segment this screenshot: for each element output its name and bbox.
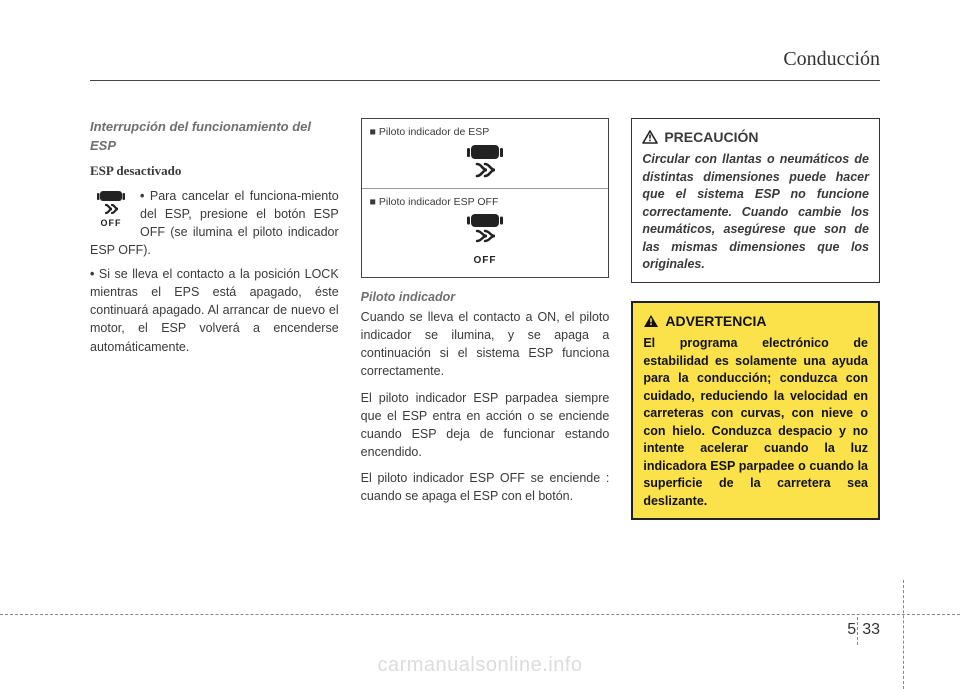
caution-box: PRECAUCIÓN Circular con llantas o neumát… (631, 118, 880, 283)
esp-off-indicator-icon: OFF (370, 212, 601, 269)
col2-heading: Piloto indicador (361, 288, 610, 306)
fig2-off-label: OFF (474, 254, 497, 269)
dashed-right (903, 580, 904, 689)
off-label: OFF (101, 217, 122, 230)
column-3: PRECAUCIÓN Circular con llantas o neumát… (631, 118, 880, 520)
col2-p1: Cuando se lleva el contacto a ON, el pil… (361, 308, 610, 381)
col1-p2: Si se lleva el contacto a la posición LO… (90, 267, 339, 354)
manual-page: Conducción Interrupción del funcionamien… (0, 0, 960, 689)
esp-indicator-icon (370, 142, 601, 182)
chapter-num: 5 (847, 621, 856, 638)
caution-icon (642, 130, 658, 144)
fig-divider (362, 188, 609, 189)
col1-heading: Interrupción del funcionamiento del ESP (90, 118, 339, 156)
col2-p3: El piloto indicador ESP OFF se enciende … (361, 469, 610, 505)
warning-title: ADVERTENCIA (665, 311, 766, 331)
warning-icon (643, 314, 659, 328)
fig1-label: ■ Piloto indicador de ESP (370, 125, 601, 140)
col2-p2: El piloto indicador ESP parpadea siempre… (361, 389, 610, 462)
page-number: 5 33 (847, 621, 880, 639)
column-2: ■ Piloto indicador de ESP ■ Piloto indic… (361, 118, 610, 520)
watermark: carmanualsonline.info (377, 654, 582, 677)
caution-header: PRECAUCIÓN (642, 127, 869, 147)
col1-bullet-2: • Si se lleva el contacto a la posición … (90, 265, 339, 356)
dashed-bottom (0, 614, 960, 615)
caution-body: Circular con llantas o neumáticos de dis… (642, 151, 869, 274)
page-num: 33 (862, 621, 880, 638)
warning-body: El programa electrónico de estabilidad e… (643, 335, 868, 510)
column-1: Interrupción del funcionamiento del ESP … (90, 118, 339, 520)
caution-title: PRECAUCIÓN (664, 127, 758, 147)
figure-box: ■ Piloto indicador de ESP ■ Piloto indic… (361, 118, 610, 278)
columns: Interrupción del funcionamiento del ESP … (90, 118, 880, 520)
section-title: Conducción (783, 48, 880, 71)
warning-header: ADVERTENCIA (643, 311, 868, 331)
fig2-label: ■ Piloto indicador ESP OFF (370, 195, 601, 210)
col1-subheading: ESP desactivado (90, 162, 339, 181)
esp-off-icon: OFF (90, 189, 132, 231)
warning-box: ADVERTENCIA El programa electrónico de e… (631, 301, 880, 520)
rule-top (90, 80, 880, 81)
